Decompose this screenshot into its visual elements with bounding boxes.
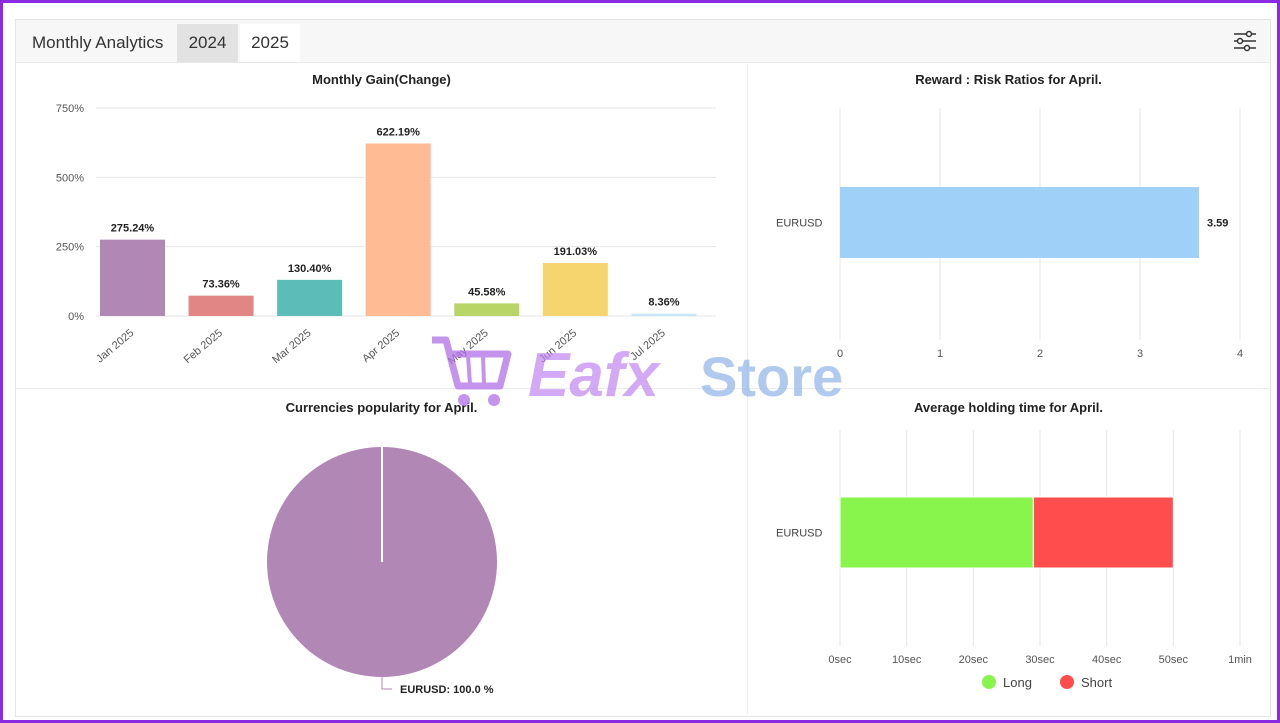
x-tick-label: Apr 2025 — [360, 327, 402, 365]
x-tick-label: Mar 2025 — [270, 327, 313, 366]
chart-title-currencies: Currencies popularity for April. — [285, 400, 478, 415]
bar — [277, 279, 343, 316]
x-tick-label: 1 — [937, 348, 943, 360]
x-tick-label: Jul 2025 — [628, 327, 668, 363]
x-tick-label: Jun 2025 — [537, 327, 579, 365]
bar-data-label: 191.03% — [554, 246, 598, 258]
x-tick-label: 30sec — [1025, 654, 1055, 666]
chart-title-holding-time: Average holding time for April. — [913, 400, 1103, 415]
legend-marker-short — [1060, 675, 1074, 689]
bar — [542, 263, 608, 316]
chart-title-monthly-gain: Monthly Gain(Change) — [312, 72, 451, 87]
holding-time-chart: 0sec 10sec 20sec 30sec 40sec 50sec 1min EURUSD L… — [776, 430, 1252, 690]
x-tick-label: 10sec — [892, 654, 922, 666]
bar-data-label: 73.36% — [202, 279, 240, 291]
y-category-label: EURUSD — [776, 218, 823, 230]
x-tick-label: 2 — [1037, 348, 1043, 360]
bar — [840, 187, 1199, 258]
y-category-label: EURUSD — [776, 528, 823, 540]
tab-2024[interactable]: 2024 — [177, 24, 238, 62]
x-tick-label: 20sec — [959, 654, 989, 666]
x-tick-label: Feb 2025 — [182, 327, 225, 366]
bar-data-label: 275.24% — [111, 223, 155, 235]
toolbar: Monthly Analytics 2024 2025 — [16, 20, 1270, 63]
x-tick-label: 0sec — [828, 654, 852, 666]
bar — [100, 239, 165, 316]
tab-2025[interactable]: 2025 — [240, 24, 300, 62]
y-tick-label: 250% — [56, 242, 84, 254]
bar-data-label: 3.59 — [1207, 218, 1228, 230]
horizontal-divider — [16, 388, 1270, 389]
bar — [188, 295, 254, 316]
x-tick-label: 4 — [1237, 348, 1243, 360]
x-tick-label: 40sec — [1092, 654, 1122, 666]
bar-data-label: 8.36% — [648, 297, 679, 309]
legend-label-long: Long — [1003, 675, 1032, 690]
legend-label-short: Short — [1081, 675, 1112, 690]
bar — [365, 143, 431, 316]
chart-title-reward-risk: Reward : Risk Ratios for April. — [915, 72, 1102, 87]
x-tick-label: 3 — [1137, 348, 1143, 360]
bar-long — [839, 496, 1034, 569]
x-tick-label: Jan 2025 — [94, 327, 136, 365]
currencies-pie-chart: EURUSD: 100.0 % — [267, 447, 497, 696]
bar-short — [1032, 496, 1174, 569]
monthly-gain-chart: 0% 250% 500% 750% 275.24% Jan 2025 73.36% Feb 2… — [56, 103, 716, 367]
sliders-icon[interactable] — [1232, 28, 1258, 54]
y-tick-label: 0% — [68, 311, 84, 323]
bar-data-label: 45.58% — [468, 286, 506, 298]
bar — [454, 303, 520, 316]
x-tick-label: May 2025 — [446, 327, 491, 367]
x-tick-label: 0 — [837, 348, 843, 360]
y-tick-label: 750% — [56, 103, 84, 115]
bar — [631, 313, 697, 316]
legend-marker-long — [982, 675, 996, 689]
analytics-panel: Monthly Analytics 2024 2025 Monthly Gain… — [15, 19, 1271, 717]
pie-label-leader — [381, 677, 392, 690]
vertical-divider — [747, 64, 748, 714]
bar-data-label: 622.19% — [376, 126, 420, 138]
bar-data-label: 130.40% — [288, 263, 332, 275]
pie-slice-label: EURUSD: 100.0 % — [400, 684, 494, 696]
page-title: Monthly Analytics — [32, 33, 164, 52]
y-tick-label: 500% — [56, 172, 84, 184]
reward-risk-chart: 0 1 2 3 4 3.59 EURUSD — [776, 108, 1243, 360]
x-tick-label: 50sec — [1159, 654, 1189, 666]
x-tick-label: 1min — [1228, 654, 1252, 666]
